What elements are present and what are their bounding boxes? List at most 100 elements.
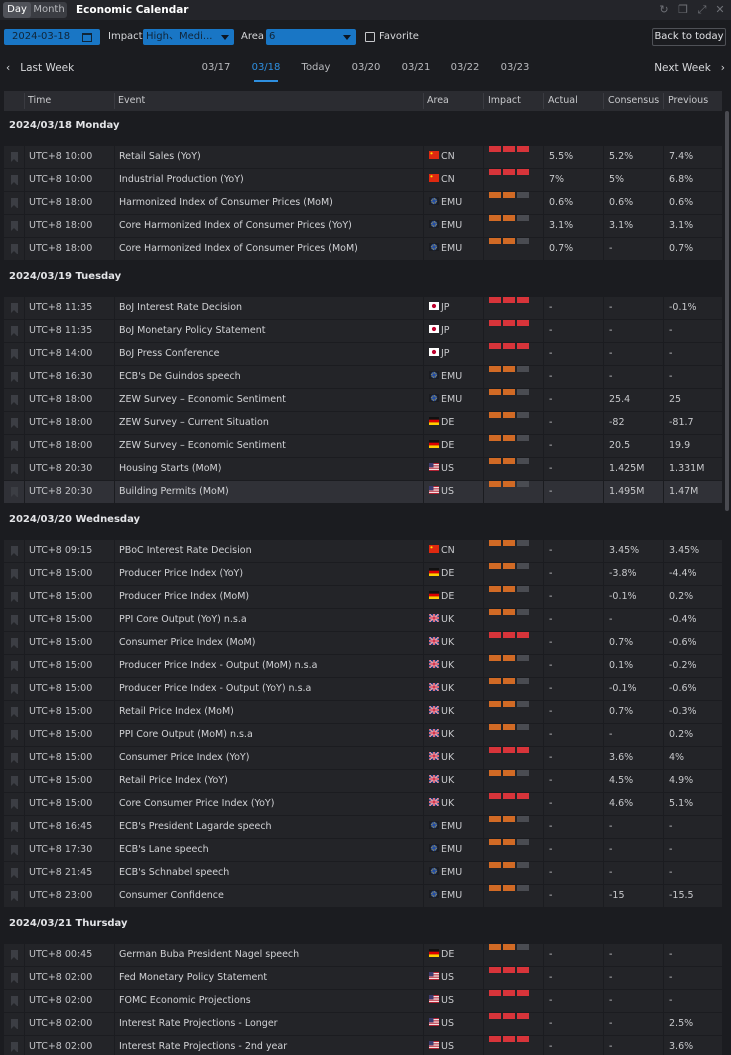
view-toggle[interactable]: Day Month	[3, 2, 67, 18]
bookmark-icon[interactable]	[11, 661, 18, 671]
bookmark-icon[interactable]	[11, 152, 18, 162]
bookmark-icon[interactable]	[11, 638, 18, 648]
date-tab-today[interactable]: Today	[301, 62, 331, 73]
bookmark-icon[interactable]	[11, 1019, 18, 1029]
table-row[interactable]: UTC+8 15:00 Retail Price Index (MoM) UK -0.…	[4, 701, 722, 723]
table-row[interactable]: UTC+8 18:00 Core Harmonized Index of Cons…	[4, 215, 722, 237]
table-row[interactable]: UTC+8 15:00 Consumer Price Index (MoM) UK -…	[4, 632, 722, 654]
column-header-actual[interactable]: Actual	[548, 95, 578, 106]
bookmark-icon[interactable]	[11, 973, 18, 983]
date-tab[interactable]: 03/22	[450, 62, 480, 73]
bookmark-icon[interactable]	[11, 868, 18, 878]
bookmark-icon[interactable]	[11, 615, 18, 625]
last-week-button[interactable]: ‹ Last Week	[6, 54, 74, 82]
bookmark-icon[interactable]	[11, 950, 18, 960]
table-row[interactable]: UTC+8 11:35 BoJ Monetary Policy Statement…	[4, 320, 722, 342]
bookmark-icon[interactable]	[11, 753, 18, 763]
bookmark-icon[interactable]	[11, 441, 18, 451]
table-row[interactable]: UTC+8 16:30 ECB's De Guindos speech EMU - - -	[4, 366, 722, 388]
bookmark-icon[interactable]	[11, 326, 18, 336]
day-view-button[interactable]: Day	[3, 2, 31, 18]
bookmark-icon[interactable]	[11, 546, 18, 556]
table-row[interactable]: UTC+8 15:00 Producer Price Index (MoM) DE -…	[4, 586, 722, 608]
bookmark-icon[interactable]	[11, 244, 18, 254]
table-row[interactable]: UTC+8 02:00 FOMC Economic Projections US - -…	[4, 990, 722, 1012]
table-row[interactable]: UTC+8 15:00 Retail Price Index (YoY) UK - 4.…	[4, 770, 722, 792]
table-row[interactable]: UTC+8 23:00 Consumer Confidence EMU - -15 -15…	[4, 885, 722, 907]
table-row[interactable]: UTC+8 18:00 ZEW Survey – Economic Sentime…	[4, 389, 722, 411]
table-row[interactable]: UTC+8 15:00 Producer Price Index (YoY) DE -…	[4, 563, 722, 585]
table-row[interactable]: UTC+8 10:00 Retail Sales (YoY) CN 5.5% 5.2% 7…	[4, 146, 722, 168]
bookmark-icon[interactable]	[11, 707, 18, 717]
bookmark-icon[interactable]	[11, 198, 18, 208]
column-header-consensus[interactable]: Consensus	[608, 95, 660, 106]
table-row[interactable]: UTC+8 02:00 Interest Rate Projections - L…	[4, 1013, 722, 1035]
next-week-button[interactable]: Next Week ›	[654, 54, 725, 82]
bookmark-icon[interactable]	[11, 776, 18, 786]
date-tab[interactable]: 03/17	[201, 62, 231, 73]
table-row[interactable]: UTC+8 14:00 BoJ Press Conference JP - - -	[4, 343, 722, 365]
column-header-time[interactable]: Time	[28, 95, 52, 106]
bookmark-icon[interactable]	[11, 845, 18, 855]
bookmark-icon[interactable]	[11, 464, 18, 474]
popout-icon[interactable]: ❐	[678, 3, 688, 16]
table-row[interactable]: UTC+8 15:00 Core Consumer Price Index (Yo…	[4, 793, 722, 815]
table-row[interactable]: UTC+8 02:00 Fed Monetary Policy Statement…	[4, 967, 722, 989]
bookmark-icon[interactable]	[11, 1042, 18, 1052]
table-row[interactable]: UTC+8 18:00 Harmonized Index of Consumer …	[4, 192, 722, 214]
table-row[interactable]: UTC+8 16:45 ECB's President Lagarde speec…	[4, 816, 722, 838]
bookmark-icon[interactable]	[11, 730, 18, 740]
event-time: UTC+8 15:00	[29, 798, 93, 809]
table-row[interactable]: UTC+8 15:00 PPI Core Output (MoM) n.s.a UK…	[4, 724, 722, 746]
date-tab[interactable]: 03/20	[351, 62, 381, 73]
bookmark-icon[interactable]	[11, 487, 18, 497]
bookmark-icon[interactable]	[11, 221, 18, 231]
table-row[interactable]: UTC+8 18:00 Core Harmonized Index of Cons…	[4, 238, 722, 260]
table-row[interactable]: UTC+8 11:35 BoJ Interest Rate Decision JP -…	[4, 297, 722, 319]
bookmark-icon[interactable]	[11, 303, 18, 313]
area-select[interactable]: 6	[266, 29, 356, 45]
refresh-icon[interactable]: ↻	[659, 3, 669, 16]
bookmark-icon[interactable]	[11, 822, 18, 832]
table-row[interactable]: UTC+8 18:00 ZEW Survey – Current Situatio…	[4, 412, 722, 434]
table-row[interactable]: UTC+8 00:45 German Buba President Nagel s…	[4, 944, 722, 966]
bookmark-icon[interactable]	[11, 349, 18, 359]
table-row[interactable]: UTC+8 20:30 Building Permits (MoM) US - 1.49…	[4, 481, 722, 503]
date-tab[interactable]: 03/21	[401, 62, 431, 73]
month-view-button[interactable]: Month	[33, 4, 65, 15]
bookmark-icon[interactable]	[11, 996, 18, 1006]
column-header-event[interactable]: Event	[118, 95, 146, 106]
bookmark-icon[interactable]	[11, 569, 18, 579]
bookmark-icon[interactable]	[11, 891, 18, 901]
column-header-area[interactable]: Area	[427, 95, 449, 106]
column-header-previous[interactable]: Previous	[668, 95, 709, 106]
impact-select[interactable]: High、Medi...	[143, 29, 234, 45]
back-to-today-button[interactable]: Back to today	[652, 28, 726, 46]
bookmark-icon[interactable]	[11, 395, 18, 405]
bookmark-icon[interactable]	[11, 175, 18, 185]
close-icon[interactable]: ✕	[715, 3, 725, 16]
scrollbar[interactable]	[725, 111, 729, 511]
bookmark-icon[interactable]	[11, 372, 18, 382]
expand-icon[interactable]: ⤢	[697, 3, 707, 16]
column-header-impact[interactable]: Impact	[488, 95, 521, 106]
table-row[interactable]: UTC+8 09:15 PBoC Interest Rate Decision CN…	[4, 540, 722, 562]
table-row[interactable]: UTC+8 17:30 ECB's Lane speech EMU - - -	[4, 839, 722, 861]
table-row[interactable]: UTC+8 15:00 Producer Price Index - Output…	[4, 678, 722, 700]
table-row[interactable]: UTC+8 15:00 PPI Core Output (YoY) n.s.a UK…	[4, 609, 722, 631]
table-row[interactable]: UTC+8 10:00 Industrial Production (YoY) CN…	[4, 169, 722, 191]
bookmark-icon[interactable]	[11, 799, 18, 809]
table-row[interactable]: UTC+8 18:00 ZEW Survey – Economic Sentime…	[4, 435, 722, 457]
favorite-checkbox[interactable]	[365, 32, 375, 42]
table-row[interactable]: UTC+8 20:30 Housing Starts (MoM) US - 1.425M…	[4, 458, 722, 480]
bookmark-icon[interactable]	[11, 418, 18, 428]
date-tab-active[interactable]: 03/18	[244, 54, 288, 82]
table-row[interactable]: UTC+8 15:00 Consumer Price Index (YoY) UK -…	[4, 747, 722, 769]
bookmark-icon[interactable]	[11, 592, 18, 602]
date-picker[interactable]: 2024-03-18	[4, 29, 100, 45]
table-row[interactable]: UTC+8 02:00 Interest Rate Projections - 2…	[4, 1036, 722, 1055]
table-row[interactable]: UTC+8 21:45 ECB's Schnabel speech EMU - - -	[4, 862, 722, 884]
table-row[interactable]: UTC+8 15:00 Producer Price Index - Output…	[4, 655, 722, 677]
date-tab[interactable]: 03/23	[500, 62, 530, 73]
bookmark-icon[interactable]	[11, 684, 18, 694]
